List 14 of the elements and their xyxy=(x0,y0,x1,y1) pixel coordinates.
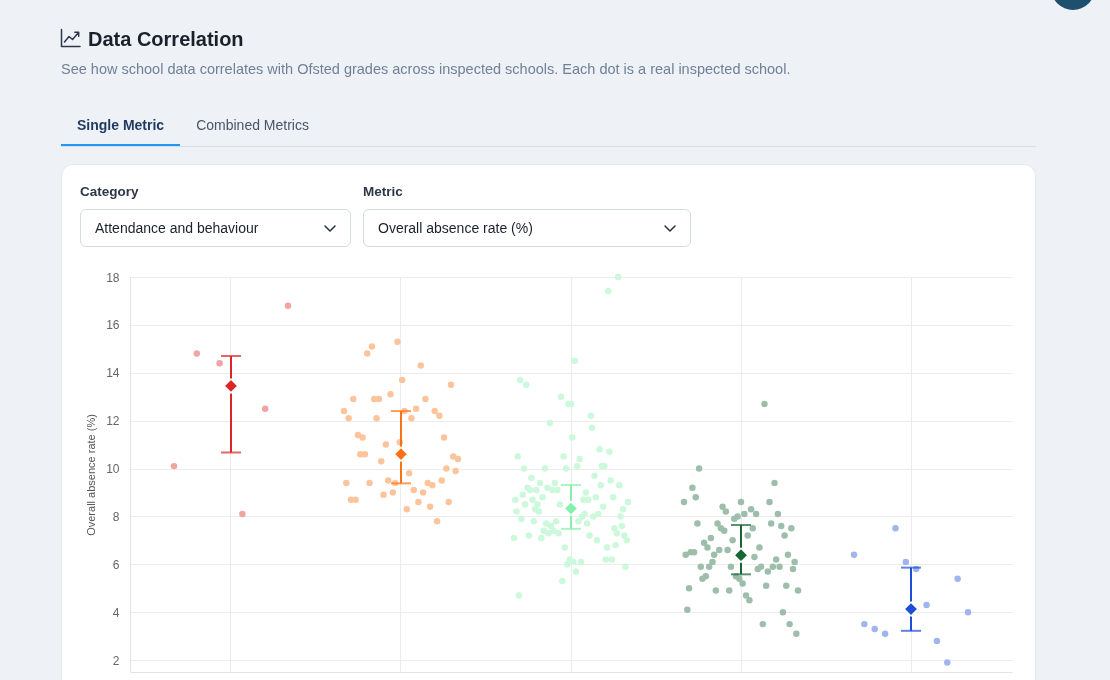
y-tick-label: 4 xyxy=(112,605,120,620)
y-tick-label: 18 xyxy=(106,270,120,285)
y-tick-label: 2 xyxy=(112,653,120,668)
y-tick-label: 16 xyxy=(106,318,120,333)
chart-title: Data Correlation xyxy=(88,27,244,51)
y-axis-title: Overall absence rate (%) xyxy=(85,414,98,536)
text: Category xyxy=(80,184,139,200)
y-tick-label: 14 xyxy=(106,366,120,381)
chart-subtitle: See how school data correlates with Ofsted grades across inspected schools. Each dot is a real inspected school. xyxy=(61,60,791,78)
y-tick-label: 8 xyxy=(112,509,120,524)
y-tick-label: 10 xyxy=(106,462,120,477)
y-tick-label: 6 xyxy=(112,557,120,572)
y-tick-label: 12 xyxy=(106,414,120,429)
text: Metric xyxy=(363,184,403,200)
